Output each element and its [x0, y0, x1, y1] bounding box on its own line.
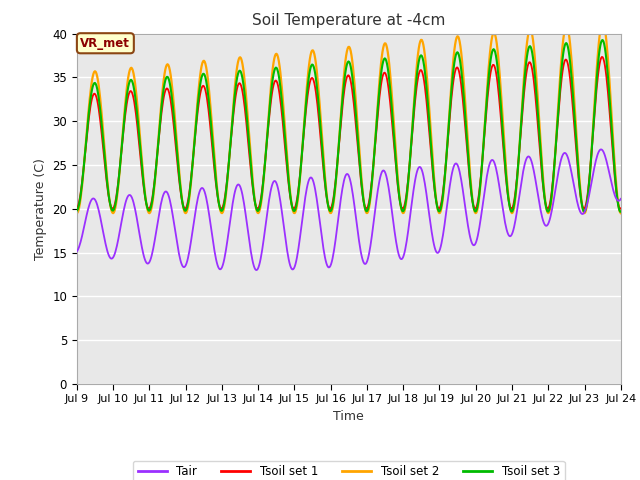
- Text: VR_met: VR_met: [81, 37, 131, 50]
- X-axis label: Time: Time: [333, 410, 364, 423]
- Legend: Tair, Tsoil set 1, Tsoil set 2, Tsoil set 3: Tair, Tsoil set 1, Tsoil set 2, Tsoil se…: [133, 461, 564, 480]
- Y-axis label: Temperature (C): Temperature (C): [34, 158, 47, 260]
- Title: Soil Temperature at -4cm: Soil Temperature at -4cm: [252, 13, 445, 28]
